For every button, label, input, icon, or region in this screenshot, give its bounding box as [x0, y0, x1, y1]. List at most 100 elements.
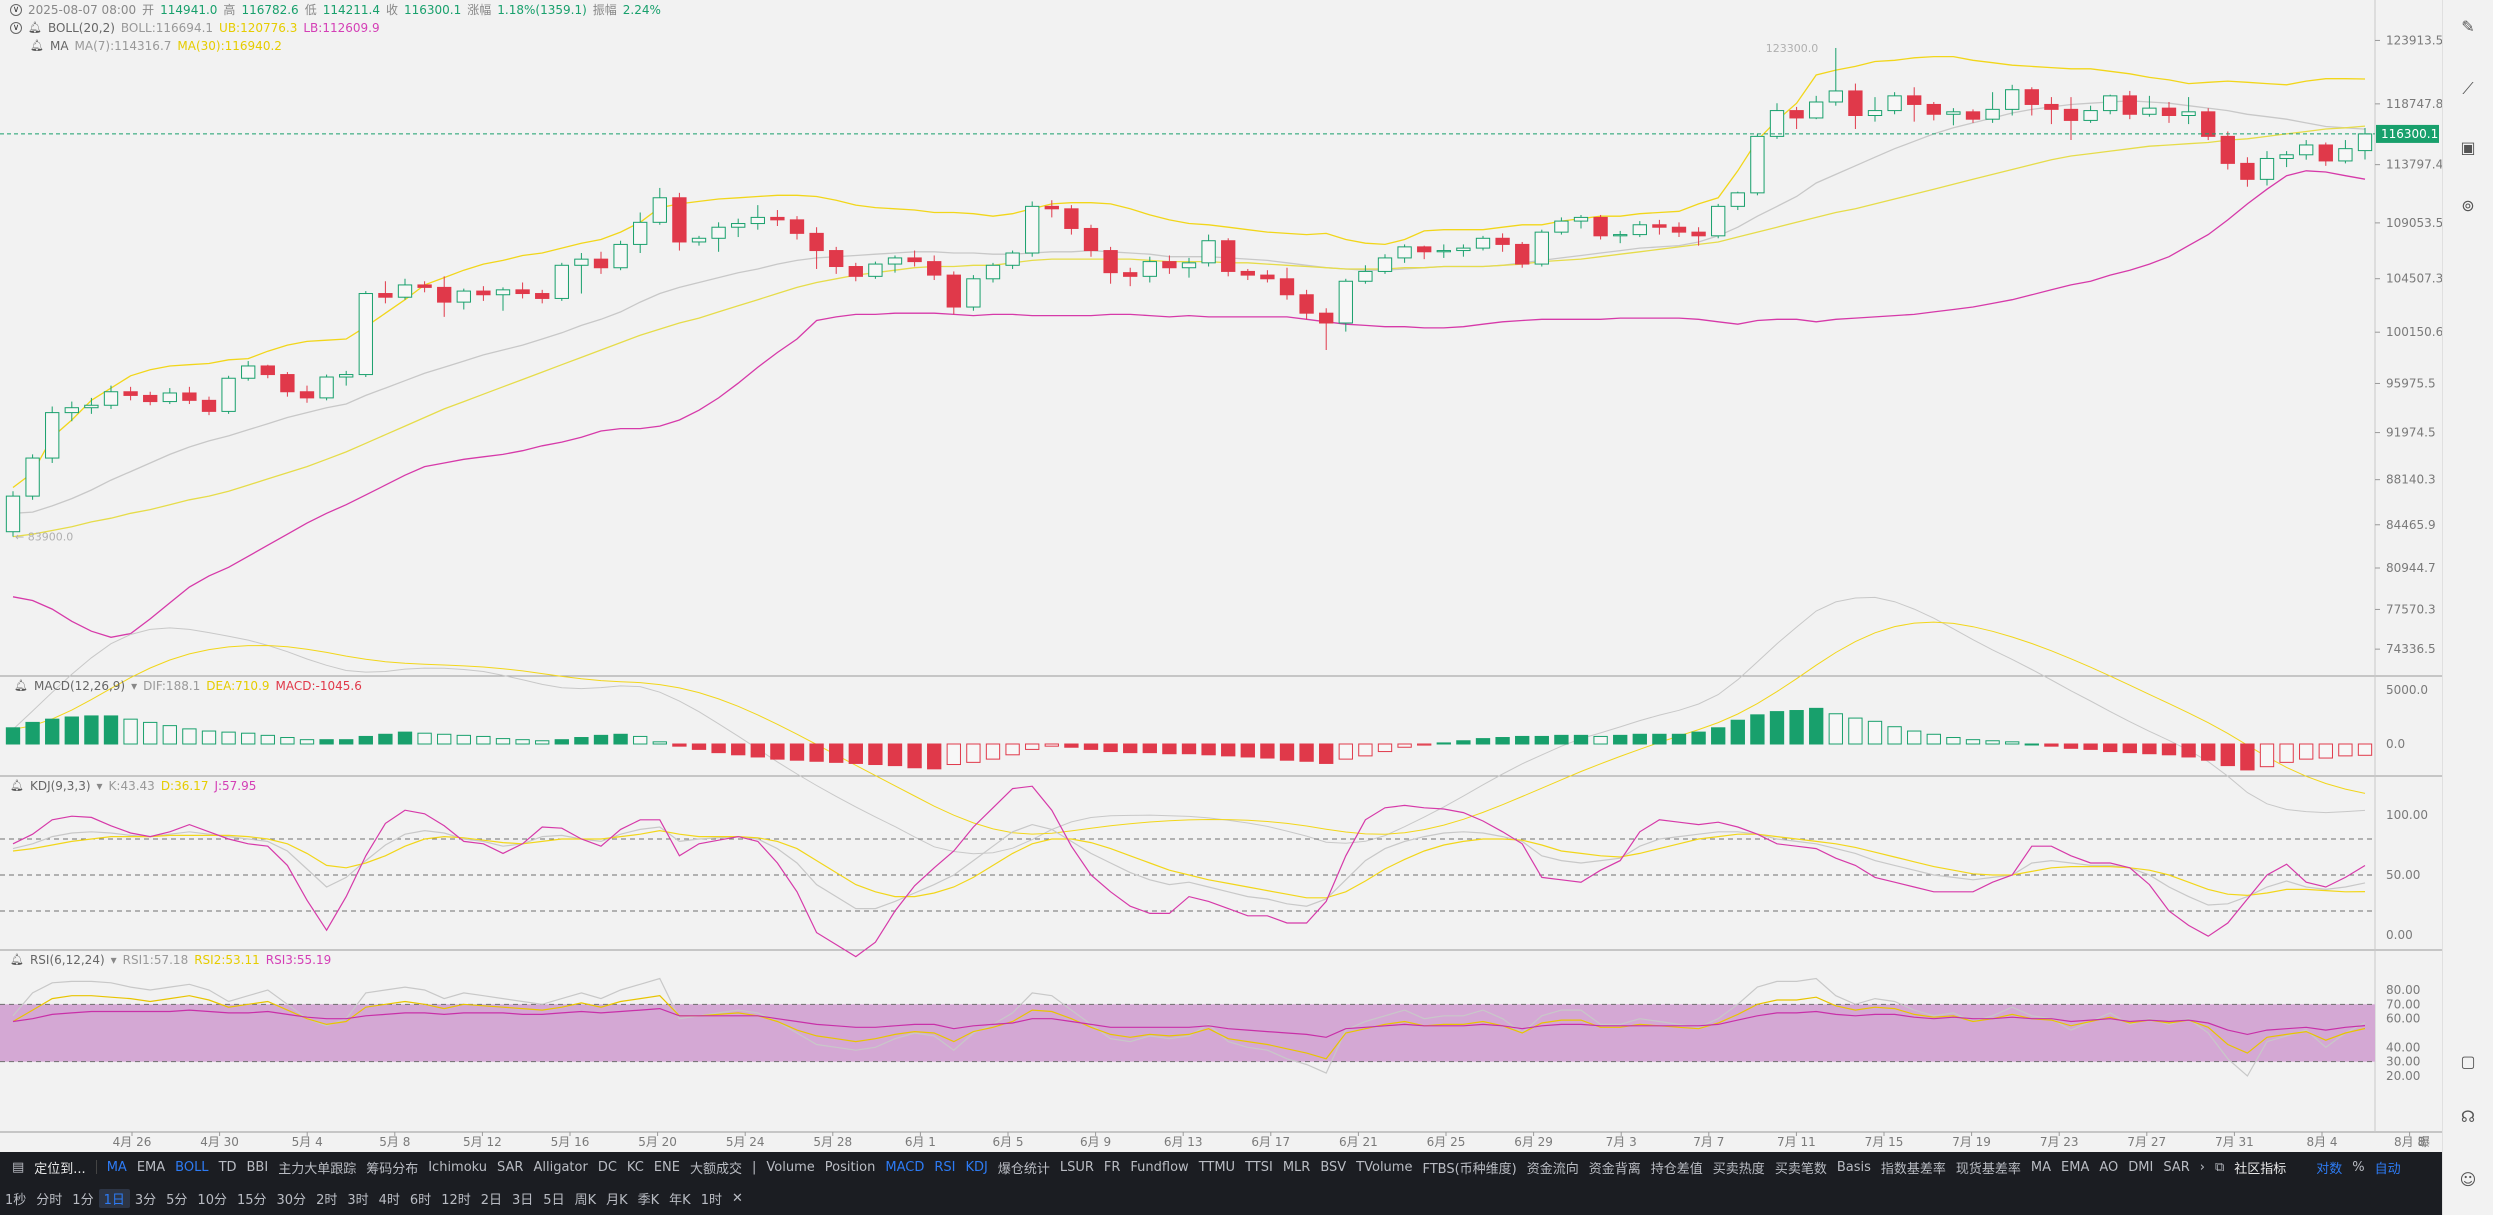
chart-tool-icon[interactable]: ⟋ — [2462, 79, 2474, 98]
sub-indicator-资金背离[interactable]: 资金背离 — [1588, 1161, 1641, 1177]
kdj-name[interactable]: KDJ(9,3,3) — [29, 779, 91, 793]
candle-body[interactable] — [1789, 110, 1804, 119]
candle-body[interactable] — [633, 221, 648, 245]
interval-30分[interactable]: 30分 — [276, 1192, 307, 1208]
log-scale-button[interactable]: 对数 — [2316, 1161, 2343, 1177]
candle-body[interactable] — [1985, 108, 2000, 120]
candle-body[interactable] — [829, 250, 844, 268]
macd-name[interactable]: MACD(12,26,9) — [33, 679, 126, 693]
sub-indicator-ma[interactable]: MA — [2030, 1159, 2052, 1175]
interval-月K[interactable]: 月K — [606, 1192, 628, 1208]
candle-body[interactable] — [1750, 135, 1765, 194]
sub-indicator-ftbs(币种维度)[interactable]: FTBS(币种维度) — [1422, 1161, 1517, 1177]
alert-bell-icon[interactable]: 🔔︎ — [28, 21, 42, 34]
candle-body[interactable] — [1965, 111, 1981, 120]
sub-indicator-volume[interactable]: Volume — [766, 1159, 815, 1175]
main-indicator-dc[interactable]: DC — [597, 1159, 617, 1175]
auto-scale-button[interactable]: 自动 — [2374, 1161, 2401, 1177]
candle-body[interactable] — [456, 290, 471, 303]
candle-body[interactable] — [1377, 257, 1393, 272]
candle-body[interactable] — [1613, 234, 1628, 237]
candle-body[interactable] — [1338, 280, 1353, 324]
candle-body[interactable] — [887, 257, 903, 265]
ma-name[interactable]: MA — [49, 39, 69, 53]
candle-body[interactable] — [2142, 107, 2157, 115]
interval-5分[interactable]: 5分 — [166, 1192, 188, 1208]
candle-body[interactable] — [103, 391, 119, 406]
candle-body[interactable] — [2299, 144, 2314, 156]
sub-indicator-ema[interactable]: EMA — [2061, 1159, 2090, 1175]
candle-body[interactable] — [1632, 224, 1647, 236]
dropdown-icon[interactable]: ▾ — [131, 679, 138, 693]
interval-1时[interactable]: 1时 — [700, 1192, 722, 1208]
drawing-pen-icon[interactable]: ✎ — [2461, 16, 2475, 36]
candle-body[interactable] — [123, 391, 138, 396]
sub-indicator-爆仓统计[interactable]: 爆仓统计 — [997, 1161, 1050, 1177]
candle-body[interactable] — [1319, 312, 1334, 324]
interval-3时[interactable]: 3时 — [347, 1192, 369, 1208]
candle-body[interactable] — [1573, 216, 1589, 222]
candle-body[interactable] — [2181, 111, 2196, 116]
candle-body[interactable] — [613, 243, 628, 269]
candle-body[interactable] — [358, 293, 373, 376]
main-indicator-ichimoku[interactable]: Ichimoku — [428, 1159, 488, 1175]
candle-body[interactable] — [1475, 237, 1491, 249]
candle-body[interactable] — [1162, 261, 1177, 269]
candle-body[interactable] — [182, 392, 197, 401]
candle-body[interactable] — [1044, 205, 1059, 210]
candle-body[interactable] — [2103, 95, 2118, 112]
candle-body[interactable] — [84, 404, 99, 409]
sub-indicator-fr[interactable]: FR — [1103, 1159, 1121, 1175]
candle-body[interactable] — [731, 223, 746, 228]
candle-body[interactable] — [672, 197, 687, 243]
layout-window-icon[interactable]: ▢ — [2460, 1051, 2476, 1071]
candle-body[interactable] — [1907, 95, 1922, 105]
main-indicator-alligator[interactable]: Alligator — [533, 1159, 588, 1175]
candle-body[interactable] — [985, 264, 1001, 280]
interval-周K[interactable]: 周K — [574, 1192, 597, 1208]
candle-body[interactable] — [1495, 237, 1510, 245]
main-indicator-boll[interactable]: BOLL — [175, 1159, 209, 1175]
candle-body[interactable] — [1711, 205, 1726, 237]
sub-indicator-tvolume[interactable]: TVolume — [1356, 1159, 1413, 1175]
candle-body[interactable] — [2240, 162, 2255, 180]
interval-1分[interactable]: 1分 — [72, 1192, 94, 1208]
sub-indicator-macd[interactable]: MACD — [885, 1159, 925, 1175]
sub-indicator-ttmu[interactable]: TTMU — [1198, 1159, 1236, 1175]
candle-body[interactable] — [378, 293, 393, 298]
sub-indicator-指数基差率[interactable]: 指数基差率 — [1880, 1161, 1946, 1177]
main-indicator-bbi[interactable]: BBI — [246, 1159, 269, 1175]
candle-body[interactable] — [5, 495, 21, 533]
main-indicator-筹码分布[interactable]: 筹码分布 — [366, 1161, 419, 1177]
locate-icon[interactable]: ▤ — [12, 1159, 25, 1175]
sub-indicator-持仓差值[interactable]: 持仓差值 — [1650, 1161, 1703, 1177]
candle-body[interactable] — [1103, 250, 1118, 274]
sub-indicator-fundflow[interactable]: Fundflow — [1130, 1159, 1189, 1175]
candle-body[interactable] — [1946, 111, 1961, 115]
candle-body[interactable] — [868, 263, 883, 277]
candle-body[interactable] — [848, 266, 863, 277]
close-interval-icon[interactable]: ✕ — [731, 1190, 743, 1206]
sub-indicator-ao[interactable]: AO — [2099, 1159, 2119, 1175]
interval-5日[interactable]: 5日 — [543, 1192, 565, 1208]
main-indicator-主力大单跟踪[interactable]: 主力大单跟踪 — [278, 1161, 357, 1177]
candle-body[interactable] — [2063, 108, 2079, 121]
settings-circle-icon[interactable]: ⊚ — [2461, 195, 2475, 215]
candle-body[interactable] — [417, 284, 432, 288]
candle-body[interactable] — [1730, 192, 1745, 207]
sub-indicator-现货基差率[interactable]: 现货基差率 — [1955, 1161, 2021, 1177]
interval-3日[interactable]: 3日 — [512, 1192, 534, 1208]
candle-body[interactable] — [201, 399, 217, 412]
candle-body[interactable] — [535, 293, 550, 299]
dropdown-icon[interactable]: ▾ — [96, 779, 103, 793]
candle-body[interactable] — [2024, 89, 2039, 105]
candle-body[interactable] — [1456, 247, 1471, 252]
candle-body[interactable] — [1887, 95, 1902, 112]
main-indicator-ema[interactable]: EMA — [136, 1159, 166, 1175]
candle-body[interactable] — [809, 232, 824, 252]
candle-body[interactable] — [574, 258, 589, 266]
candle-body[interactable] — [1005, 252, 1020, 266]
sub-indicator-mlr[interactable]: MLR — [1282, 1159, 1311, 1175]
candle-body[interactable] — [1515, 243, 1530, 265]
alert-bell-icon[interactable]: 🔔︎ — [14, 679, 28, 692]
